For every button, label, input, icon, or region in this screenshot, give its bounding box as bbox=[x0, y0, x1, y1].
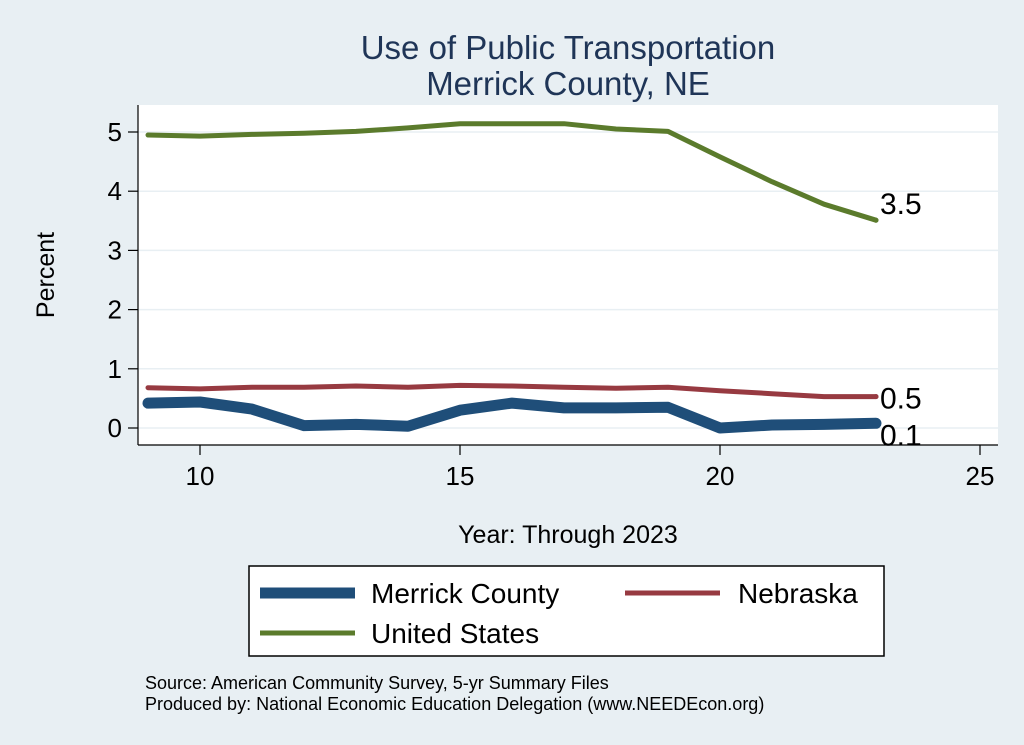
y-tick-label: 1 bbox=[108, 354, 122, 384]
series-lines bbox=[142, 121, 882, 434]
series-line-nebraska bbox=[145, 382, 879, 400]
legend-box bbox=[248, 565, 885, 657]
plot-area bbox=[138, 105, 998, 445]
chart-title-line-1: Use of Public Transportation bbox=[361, 29, 776, 66]
x-tick-label: 20 bbox=[706, 461, 735, 491]
end-label-merrick-county: 0.1 bbox=[880, 419, 922, 452]
x-tick-label: 10 bbox=[186, 461, 215, 491]
end-labels: 0.10.5 3.5 bbox=[880, 188, 922, 452]
y-axis-title: Percent bbox=[32, 232, 60, 318]
legend-label-nebraska: Nebraska bbox=[738, 578, 858, 609]
y-tick-label: 2 bbox=[108, 295, 122, 325]
legend-label-united-states: United States bbox=[371, 618, 539, 649]
y-tick-label: 5 bbox=[108, 117, 122, 147]
y-tick-label: 3 bbox=[108, 235, 122, 265]
chart-title-line-2: Merrick County, NE bbox=[426, 65, 710, 102]
source-note: Source: American Community Survey, 5-yr … bbox=[145, 673, 609, 693]
series-line-merrick-county bbox=[142, 396, 882, 434]
end-label-united-states: 3.5 bbox=[880, 188, 922, 221]
x-tick-label: 25 bbox=[966, 461, 995, 491]
legend-label-merrick-county: Merrick County bbox=[371, 578, 559, 609]
gridlines bbox=[138, 131, 998, 429]
series-endpoint-united-states bbox=[873, 217, 879, 223]
axes: 0 1 2 3 4 5 10 15 20 25 bbox=[108, 105, 998, 491]
x-tick-label: 15 bbox=[446, 461, 475, 491]
y-tick-label: 0 bbox=[108, 413, 122, 443]
series-endpoint-merrick-county bbox=[872, 419, 880, 428]
x-axis-title: Year: Through 2023 bbox=[458, 521, 678, 549]
series-endpoint-nebraska bbox=[873, 394, 879, 400]
series-line-united-states bbox=[145, 121, 879, 223]
legend: Merrick County Nebraska United States bbox=[248, 565, 885, 657]
producer-note: Produced by: National Economic Education… bbox=[145, 694, 764, 714]
end-label-nebraska: 0.5 bbox=[880, 383, 922, 416]
y-tick-label: 4 bbox=[108, 176, 122, 206]
